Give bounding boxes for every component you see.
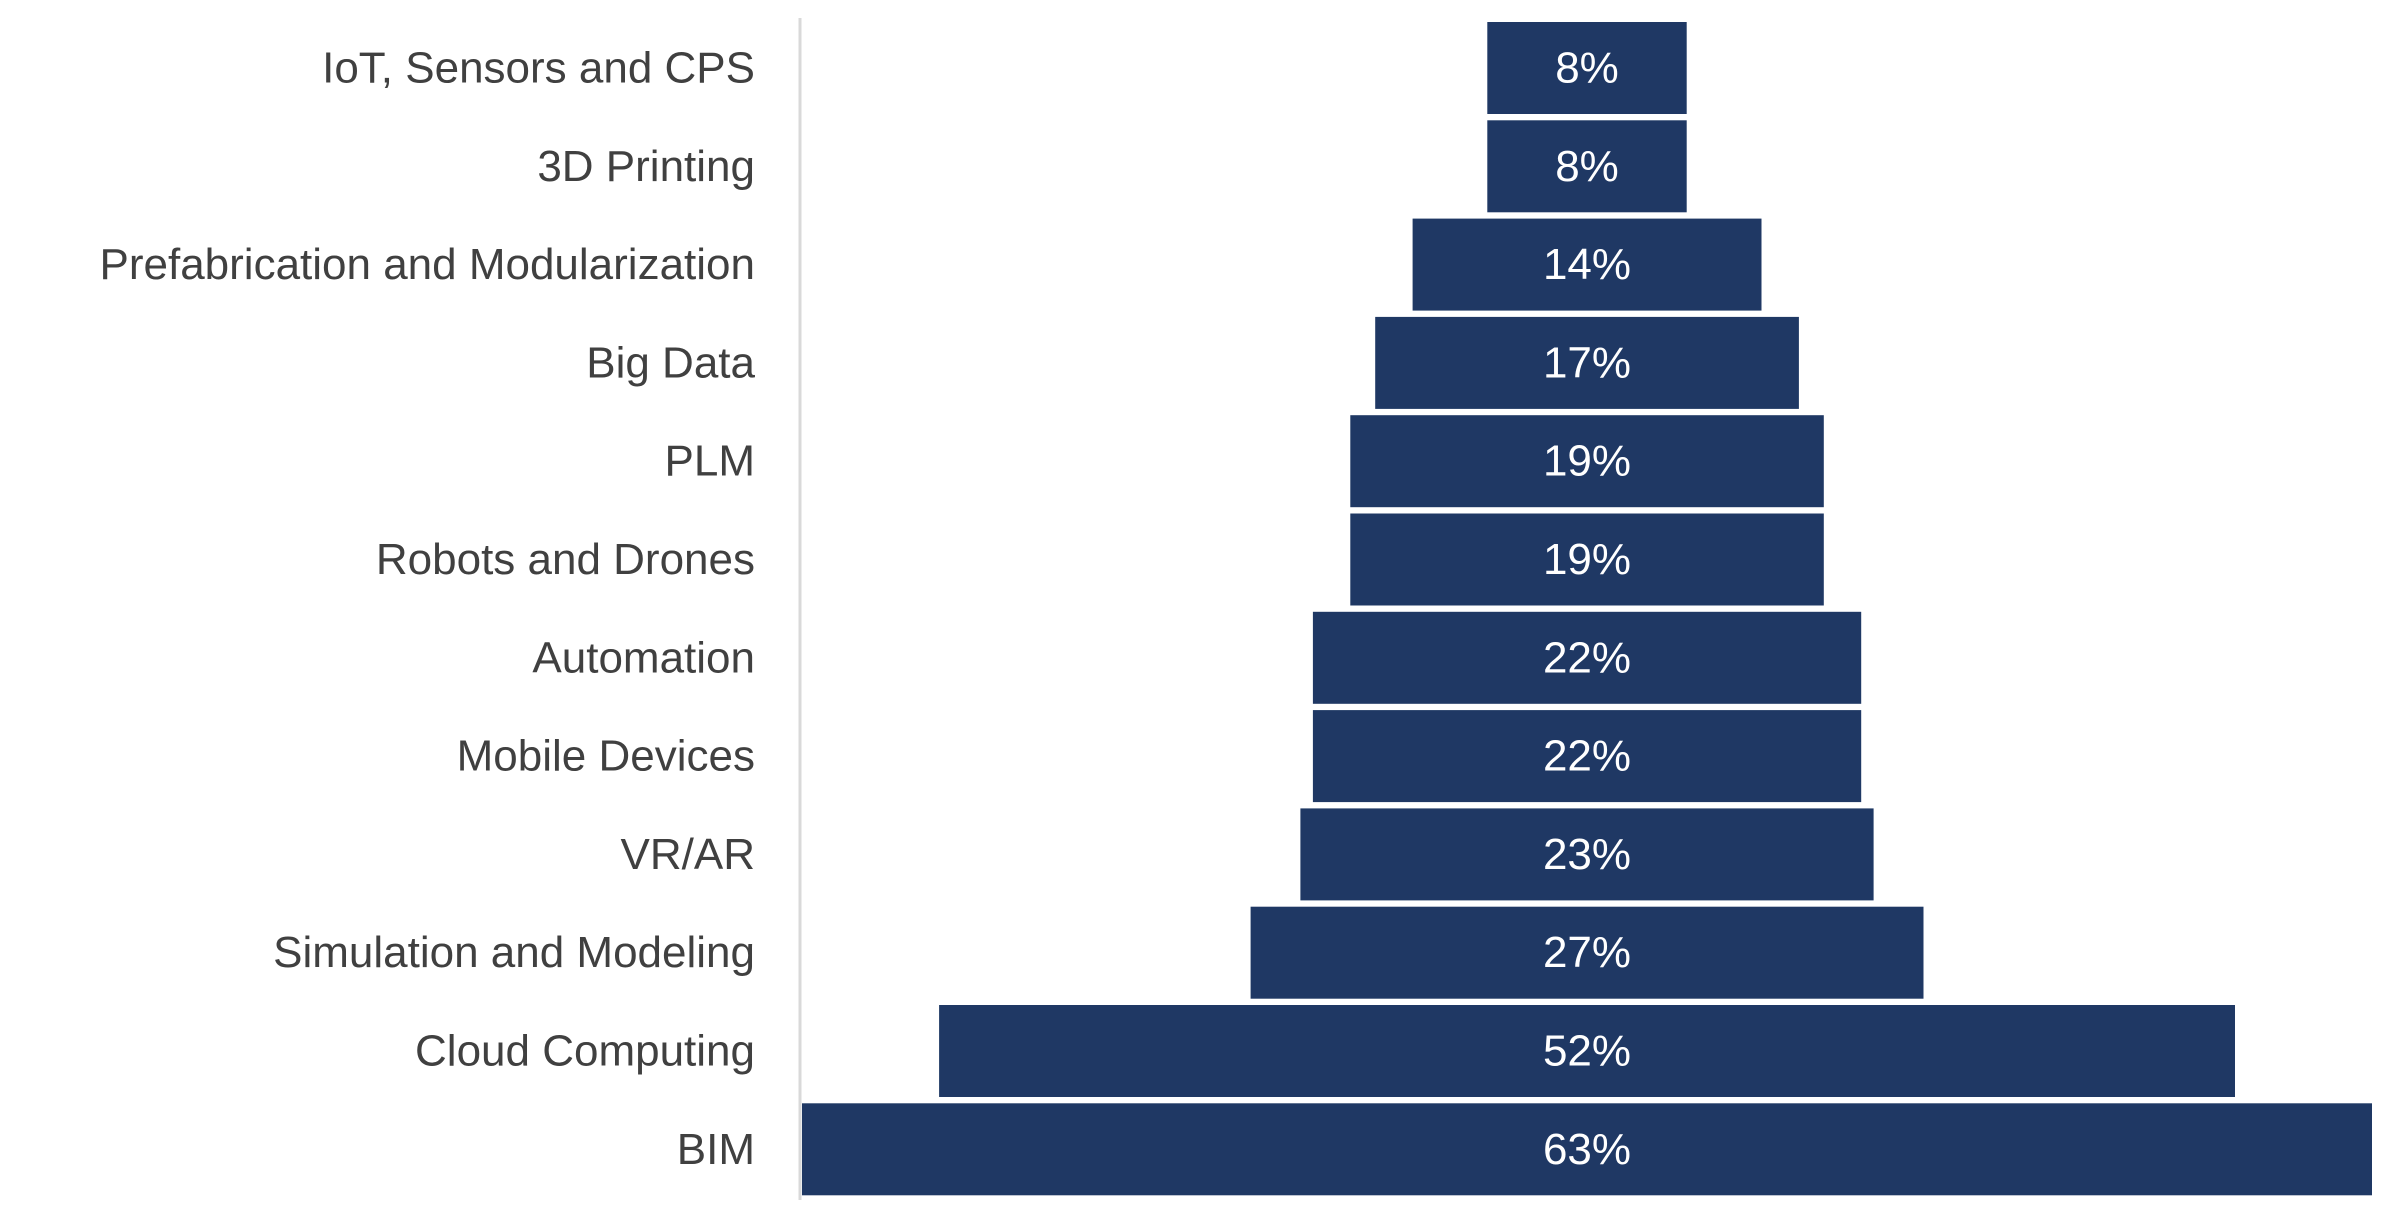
bar-value-label: 27% (1543, 928, 1631, 977)
category-label: PLM (665, 437, 755, 486)
bar-value-label: 52% (1543, 1027, 1631, 1076)
category-label: Mobile Devices (457, 732, 755, 781)
category-label: Simulation and Modeling (273, 928, 755, 977)
category-label: Automation (532, 633, 755, 682)
bar (1487, 22, 1687, 114)
category-label: Robots and Drones (376, 535, 755, 584)
category-label: IoT, Sensors and CPS (322, 44, 755, 93)
bar (1300, 808, 1874, 901)
bar (1412, 218, 1762, 311)
category-label: 3D Printing (537, 142, 755, 191)
bar-value-label: 22% (1543, 633, 1631, 682)
bar (1312, 710, 1862, 803)
value-labels-group: 8% 8% 14% 17% 19% 19% 22% 22% 23% 27% 52% 63% (1543, 44, 1631, 1174)
bar-value-label: 14% (1543, 240, 1631, 289)
bar-value-label: 63% (1543, 1125, 1631, 1174)
bar (1487, 120, 1687, 213)
bar-value-label: 22% (1543, 732, 1631, 781)
category-label: Cloud Computing (415, 1027, 755, 1076)
bars-group (802, 22, 2372, 1196)
bar (1350, 513, 1824, 606)
bar (1250, 906, 1924, 999)
category-label: Prefabrication and Modularization (100, 240, 756, 289)
bar-value-label: 23% (1543, 830, 1631, 879)
bar-value-label: 19% (1543, 437, 1631, 486)
category-labels-group: IoT, Sensors and CPS 3D Printing Prefabric… (100, 44, 756, 1174)
category-label: BIM (677, 1125, 755, 1174)
bar-value-label: 17% (1543, 338, 1631, 387)
category-label: VR/AR (621, 830, 755, 879)
bar (1375, 316, 1799, 409)
bar-value-label: 19% (1543, 535, 1631, 584)
bar (1312, 611, 1862, 704)
bar (1350, 415, 1824, 508)
bar-value-label: 8% (1555, 142, 1619, 191)
bar (802, 1103, 2372, 1196)
category-label: Big Data (586, 338, 755, 387)
bar (939, 1005, 2235, 1097)
bar-value-label: 8% (1555, 44, 1619, 93)
